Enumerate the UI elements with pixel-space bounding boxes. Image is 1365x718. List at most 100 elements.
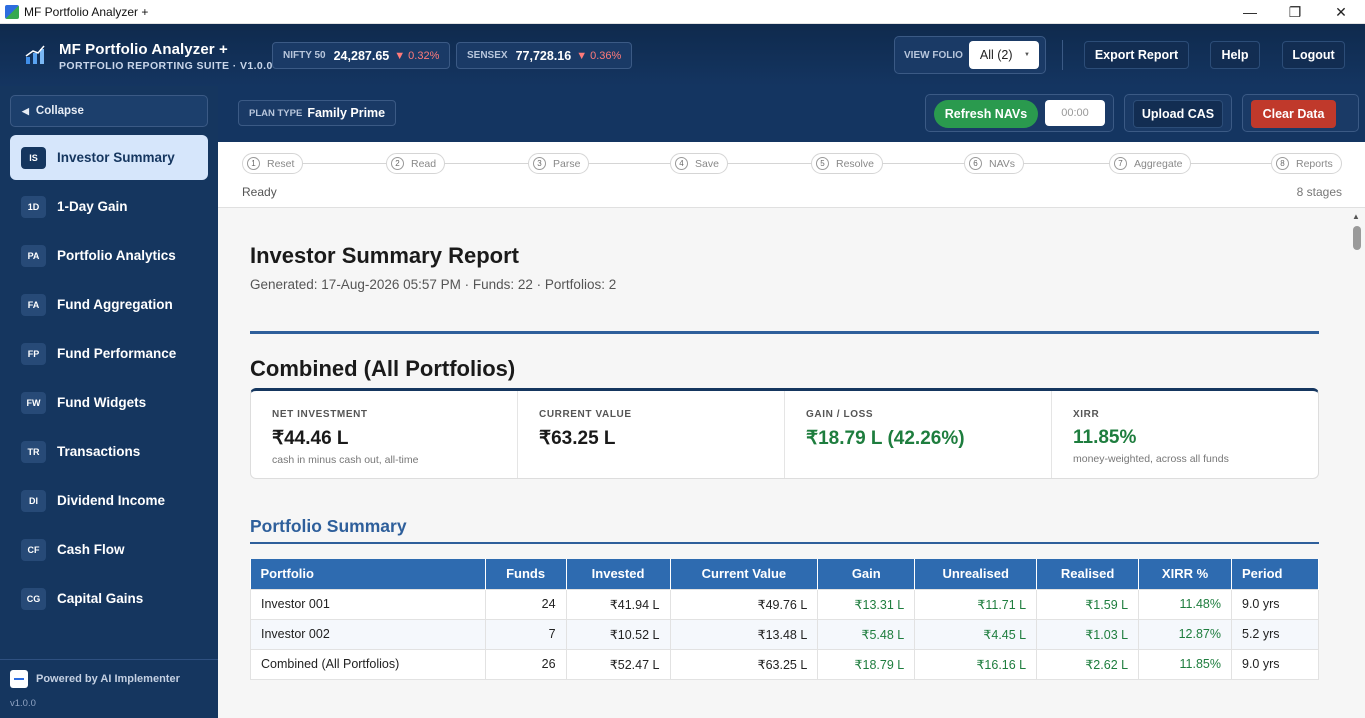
kpi-label: CURRENT VALUE xyxy=(539,409,632,420)
table-cell: ₹10.52 L xyxy=(565,618,671,650)
stage-label: Parse xyxy=(553,157,581,170)
sidebar-item-portfolio-analytics[interactable]: PA Portfolio Analytics xyxy=(10,233,208,278)
nav-badge: PA xyxy=(21,244,46,267)
kpi-gain-loss: GAIN / LOSS ₹18.79 L (42.26%) xyxy=(785,391,1052,478)
refresh-timer: 00:00 xyxy=(1045,100,1105,126)
plan-type-value: Family Prime xyxy=(307,106,386,120)
content-scrollbar[interactable]: ▲ xyxy=(1349,208,1365,718)
scroll-up-icon[interactable]: ▲ xyxy=(1352,212,1360,221)
stage-resolve: 5 Resolve xyxy=(811,153,883,174)
column-header[interactable]: Funds xyxy=(485,559,567,589)
export-report-button[interactable]: Export Report xyxy=(1084,41,1189,69)
kpi-net-investment: NET INVESTMENT ₹44.46 L cash in minus ca… xyxy=(251,391,518,478)
stage-label: Reports xyxy=(1296,157,1333,170)
upload-cas-button[interactable]: Upload CAS xyxy=(1133,100,1223,128)
table-cell: ₹63.25 L xyxy=(669,648,819,680)
header-divider xyxy=(1062,40,1063,70)
nav-label: Fund Aggregation xyxy=(57,297,173,312)
window-titlebar: MF Portfolio Analyzer + — ❐ ✕ xyxy=(0,0,1365,24)
window-title: MF Portfolio Analyzer + xyxy=(24,4,149,19)
table-cell: ₹13.31 L xyxy=(817,588,916,620)
kpi-label: XIRR xyxy=(1073,409,1100,420)
close-icon[interactable]: ✕ xyxy=(1335,3,1347,20)
table-cell: ₹52.47 L xyxy=(565,648,671,680)
stage-label: Read xyxy=(411,157,437,170)
ticker-value: 24,287.65 xyxy=(333,48,390,63)
powered-by-logo-icon xyxy=(10,670,28,688)
kpi-value: ₹18.79 L (42.26%) xyxy=(806,428,965,449)
column-header[interactable]: Realised xyxy=(1036,559,1140,589)
sidebar-item-transactions[interactable]: TR Transactions xyxy=(10,429,208,474)
column-header[interactable]: XIRR % xyxy=(1138,559,1232,589)
clear-data-button[interactable]: Clear Data xyxy=(1251,100,1336,128)
brand: MF Portfolio Analyzer + PORTFOLIO REPORT… xyxy=(59,41,273,72)
table-header-row: Portfolio Funds Invested Current Value G… xyxy=(250,559,1319,589)
stage-reports: 8 Reports xyxy=(1271,153,1342,174)
minimize-icon[interactable]: — xyxy=(1243,4,1257,20)
column-header[interactable]: Unrealised xyxy=(914,559,1038,589)
portfolio-summary-title: Portfolio Summary xyxy=(250,516,407,536)
table-row: Investor 001 24 ₹41.94 L ₹49.76 L ₹13.31… xyxy=(250,588,1319,620)
stage-aggregate: 7 Aggregate xyxy=(1109,153,1192,174)
restore-icon[interactable]: ❐ xyxy=(1288,3,1302,20)
table-cell: 11.48% xyxy=(1138,588,1232,620)
column-header[interactable]: Gain xyxy=(817,559,916,589)
table-cell: ₹11.71 L xyxy=(914,588,1038,620)
kpi-label: GAIN / LOSS xyxy=(806,409,874,420)
report-content: Investor Summary Report Generated: 17-Au… xyxy=(218,208,1365,718)
table-cell: ₹49.76 L xyxy=(669,588,819,620)
sidebar-item-fund-performance[interactable]: FP Fund Performance xyxy=(10,331,208,376)
stage-label: Aggregate xyxy=(1134,157,1183,170)
stage-number: 7 xyxy=(1114,157,1127,170)
kpi-current-value: CURRENT VALUE ₹63.25 L xyxy=(518,391,785,478)
nav-label: Portfolio Analytics xyxy=(57,248,176,263)
column-header[interactable]: Current Value xyxy=(670,559,819,589)
logout-button[interactable]: Logout xyxy=(1282,41,1345,69)
nav-label: Cash Flow xyxy=(57,542,125,557)
brand-subtitle: PORTFOLIO REPORTING SUITE · V1.0.0 xyxy=(59,60,273,72)
sidebar-item-cash-flow[interactable]: CF Cash Flow xyxy=(10,527,208,572)
table-cell: 26 xyxy=(484,648,567,680)
stage-label: Resolve xyxy=(836,157,874,170)
kpi-subtext: money-weighted, across all funds xyxy=(1073,453,1229,465)
stage-number: 4 xyxy=(675,157,688,170)
sidebar-item-capital-gains[interactable]: CG Capital Gains xyxy=(10,576,208,621)
table-cell: ₹4.45 L xyxy=(914,618,1038,650)
stage-number: 8 xyxy=(1276,157,1289,170)
column-header[interactable]: Portfolio xyxy=(250,559,486,589)
view-folio-select[interactable]: All (2) ▼ xyxy=(968,41,1039,69)
refresh-navs-button[interactable]: Refresh NAVs xyxy=(934,100,1038,128)
pipeline-stages: 1 Reset 2 Read 3 Parse 4 Save 5 Resolve … xyxy=(218,142,1365,208)
ticker-change: ▼ 0.32% xyxy=(394,49,440,62)
collapse-button[interactable]: ◀ Collapse xyxy=(10,95,208,127)
kpi-value: 11.85% xyxy=(1073,427,1137,448)
sidebar-item-fund-aggregation[interactable]: FA Fund Aggregation xyxy=(10,282,208,327)
scrollbar-thumb[interactable] xyxy=(1353,226,1361,250)
stage-reset: 1 Reset xyxy=(242,153,304,174)
stage-read: 2 Read xyxy=(386,153,446,174)
nav-label: Dividend Income xyxy=(57,493,166,508)
stage-label: NAVs xyxy=(989,157,1016,170)
column-header[interactable]: Invested xyxy=(566,559,671,589)
sidebar-item-dividend-income[interactable]: DI Dividend Income xyxy=(10,478,208,523)
sidebar-item-1-day-gain[interactable]: 1D 1-Day Gain xyxy=(10,184,208,229)
kpi-xirr: XIRR 11.85% money-weighted, across all f… xyxy=(1052,391,1318,478)
sidebar-item-investor-summary[interactable]: IS Investor Summary xyxy=(10,135,208,180)
stage-number: 3 xyxy=(533,157,546,170)
sidebar-item-fund-widgets[interactable]: FW Fund Widgets xyxy=(10,380,208,425)
caret-down-icon: ▼ xyxy=(1023,52,1030,58)
nav-badge: IS xyxy=(21,146,46,169)
table-cell: ₹41.94 L xyxy=(565,588,671,620)
app-icon xyxy=(5,4,19,19)
ticker-change: ▼ 0.36% xyxy=(576,49,622,62)
column-header[interactable]: Period xyxy=(1231,559,1319,589)
refresh-group: Refresh NAVs 00:00 xyxy=(925,94,1114,132)
action-bar: PLAN TYPE Family Prime Refresh NAVs 00:0… xyxy=(218,86,1365,142)
sidebar: ◀ Collapse IS Investor Summary 1D 1-Day … xyxy=(0,86,218,718)
powered-by: Powered by AI Implementer xyxy=(10,670,180,688)
stage-number: 2 xyxy=(391,157,404,170)
help-button[interactable]: Help xyxy=(1210,41,1260,69)
table-cell: 7 xyxy=(484,618,567,650)
table-cell: Investor 002 xyxy=(250,618,486,650)
nav-badge: CG xyxy=(21,587,46,610)
